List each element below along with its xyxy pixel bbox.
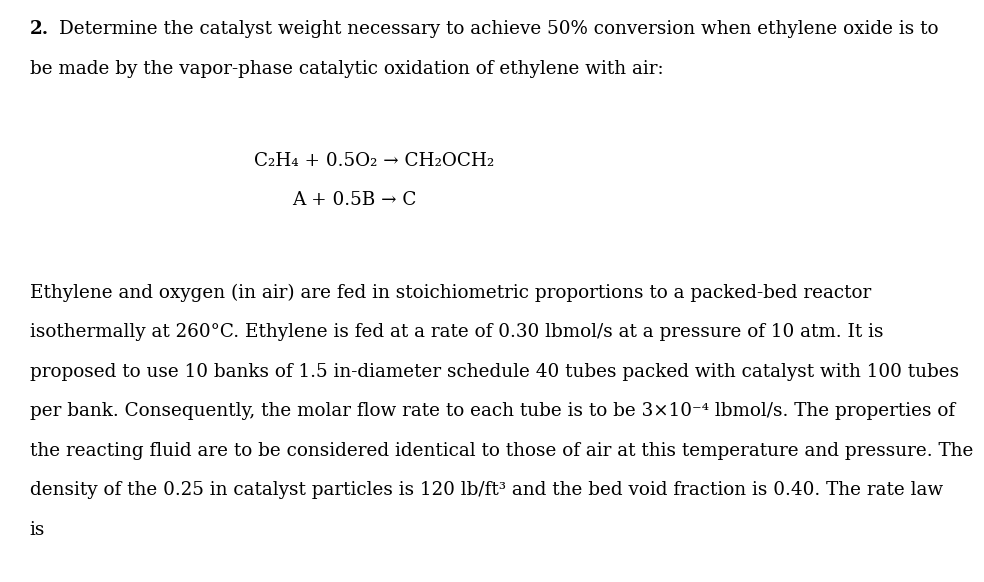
Text: Ethylene and oxygen (in air) are fed in stoichiometric proportions to a packed-b: Ethylene and oxygen (in air) are fed in … (30, 283, 871, 301)
Text: be made by the vapor-phase catalytic oxidation of ethylene with air:: be made by the vapor-phase catalytic oxi… (30, 60, 663, 78)
Text: per bank. Consequently, the molar flow rate to each tube is to be 3×10⁻⁴ lbmol/s: per bank. Consequently, the molar flow r… (30, 402, 954, 420)
Text: proposed to use 10 banks of 1.5 in-diameter schedule 40 tubes packed with cataly: proposed to use 10 banks of 1.5 in-diame… (30, 363, 958, 381)
Text: density of the 0.25 in catalyst particles is 120 lb/ft³ and the bed void fractio: density of the 0.25 in catalyst particle… (30, 481, 943, 499)
Text: the reacting fluid are to be considered identical to those of air at this temper: the reacting fluid are to be considered … (30, 442, 973, 460)
Text: Determine the catalyst weight necessary to achieve 50% conversion when ethylene : Determine the catalyst weight necessary … (59, 20, 939, 38)
Text: A + 0.5B → C: A + 0.5B → C (292, 191, 416, 210)
Text: 2.: 2. (30, 20, 48, 38)
Text: C₂H₄ + 0.5O₂ → CH₂OCH₂: C₂H₄ + 0.5O₂ → CH₂OCH₂ (254, 152, 494, 170)
Text: is: is (30, 521, 45, 539)
Text: isothermally at 260°C. Ethylene is fed at a rate of 0.30 lbmol/s at a pressure o: isothermally at 260°C. Ethylene is fed a… (30, 323, 883, 341)
